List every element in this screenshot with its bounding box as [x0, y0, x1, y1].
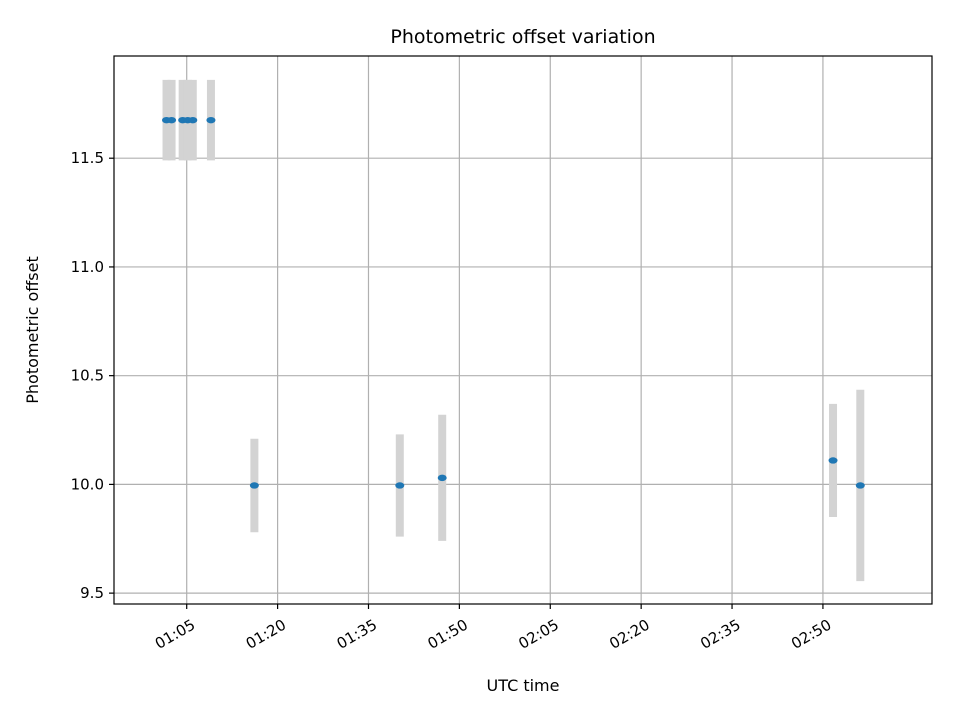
x-tick-label: 01:05: [152, 616, 198, 653]
data-point: [188, 116, 198, 124]
data-point: [167, 116, 177, 124]
data-point: [828, 457, 838, 464]
y-tick-label: 10.5: [71, 367, 104, 385]
x-tick-label: 02:20: [606, 616, 652, 653]
y-tick-label: 11.5: [71, 149, 104, 167]
plot-frame: [113, 55, 933, 605]
data-point: [206, 116, 216, 124]
x-tick-label: 02:05: [515, 616, 561, 653]
data-point: [855, 482, 865, 489]
error-bars: [162, 79, 865, 582]
x-axis-label: UTC time: [487, 676, 560, 695]
data-point: [437, 474, 447, 482]
axis-ticks: 01:05 01:20 01:35 01:50 02:05 02:20 02:35 02:50…: [71, 149, 835, 653]
y-tick-label: 11.0: [71, 258, 104, 276]
data-points: [162, 116, 865, 489]
data-point: [249, 482, 259, 489]
y-axis-label: Photometric offset: [23, 256, 42, 404]
x-tick-label: 02:35: [697, 616, 743, 653]
chart-title: Photometric offset variation: [390, 26, 655, 48]
x-tick-label: 01:50: [425, 616, 471, 653]
data-point: [395, 482, 405, 489]
y-tick-label: 10.0: [71, 475, 104, 493]
y-tick-label: 9.5: [80, 584, 104, 602]
x-tick-label: 02:50: [788, 616, 834, 653]
x-tick-label: 01:35: [334, 616, 380, 653]
grid-lines: [114, 56, 932, 604]
x-tick-label: 01:20: [243, 616, 289, 653]
